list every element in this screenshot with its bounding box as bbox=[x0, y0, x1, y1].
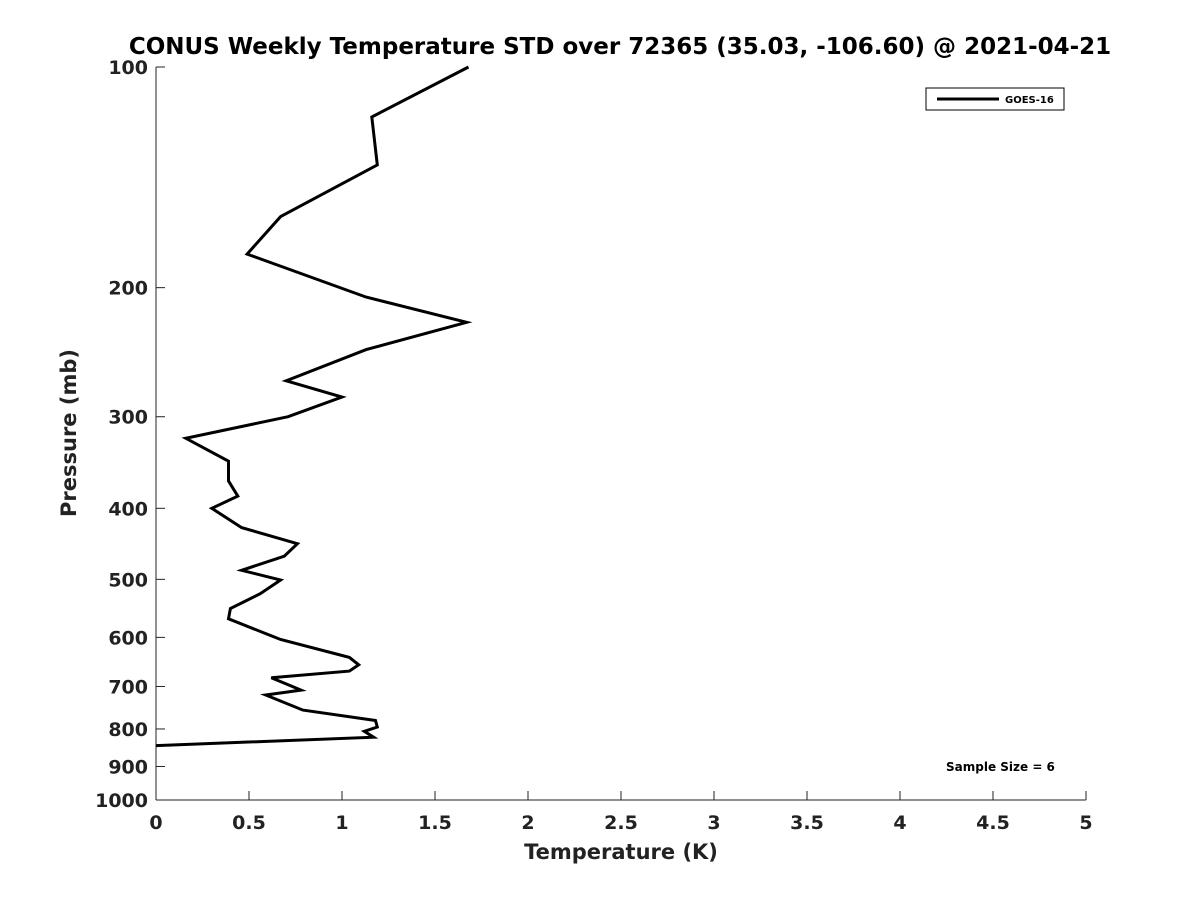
y-tick-label: 800 bbox=[108, 719, 148, 741]
x-tick-label: 2.5 bbox=[604, 812, 638, 834]
sample-size-annotation: Sample Size = 6 bbox=[946, 760, 1055, 774]
x-tick-label: 2 bbox=[521, 812, 534, 834]
series-line-goes-16 bbox=[155, 65, 473, 748]
y-tick-label: 1000 bbox=[95, 790, 148, 812]
x-tick-label: 4.5 bbox=[976, 812, 1010, 834]
x-tick-label: 1.5 bbox=[418, 812, 452, 834]
y-tick-label: 100 bbox=[108, 57, 148, 79]
y-axis-ticks: 100 200 300 400 500 600 700 800 900 1000 bbox=[95, 57, 165, 812]
x-axis-ticks: 0 0.5 1 1.5 2 2.5 3 3.5 4 4.5 5 bbox=[149, 791, 1093, 834]
x-tick-label: 5 bbox=[1079, 812, 1092, 834]
y-tick-label: 700 bbox=[108, 676, 148, 698]
series-layer bbox=[155, 65, 473, 748]
y-tick-label: 200 bbox=[108, 278, 148, 300]
plot-area: 0 0.5 1 1.5 2 2.5 3 3.5 4 4.5 5 100 200 300 400 500 600… bbox=[95, 57, 1093, 834]
y-tick-label: 300 bbox=[108, 407, 148, 429]
legend: GOES-16 bbox=[925, 87, 1065, 111]
plot-frame-fill bbox=[156, 67, 1086, 800]
chart-title: CONUS Weekly Temperature STD over 72365 … bbox=[129, 34, 1111, 60]
x-axis-label: Temperature (K) bbox=[524, 840, 718, 864]
y-tick-label: 600 bbox=[108, 627, 148, 649]
y-axis-label: Pressure (mb) bbox=[57, 349, 81, 517]
x-tick-label: 3.5 bbox=[790, 812, 824, 834]
x-tick-label: 0 bbox=[149, 812, 162, 834]
x-tick-label: 0.5 bbox=[232, 812, 266, 834]
x-tick-label: 4 bbox=[893, 812, 906, 834]
y-tick-label: 900 bbox=[108, 756, 148, 778]
legend-label-goes-16: GOES-16 bbox=[1005, 95, 1054, 106]
y-tick-label: 500 bbox=[108, 569, 148, 591]
x-tick-label: 1 bbox=[335, 812, 348, 834]
x-tick-label: 3 bbox=[707, 812, 720, 834]
y-tick-label: 400 bbox=[108, 498, 148, 520]
